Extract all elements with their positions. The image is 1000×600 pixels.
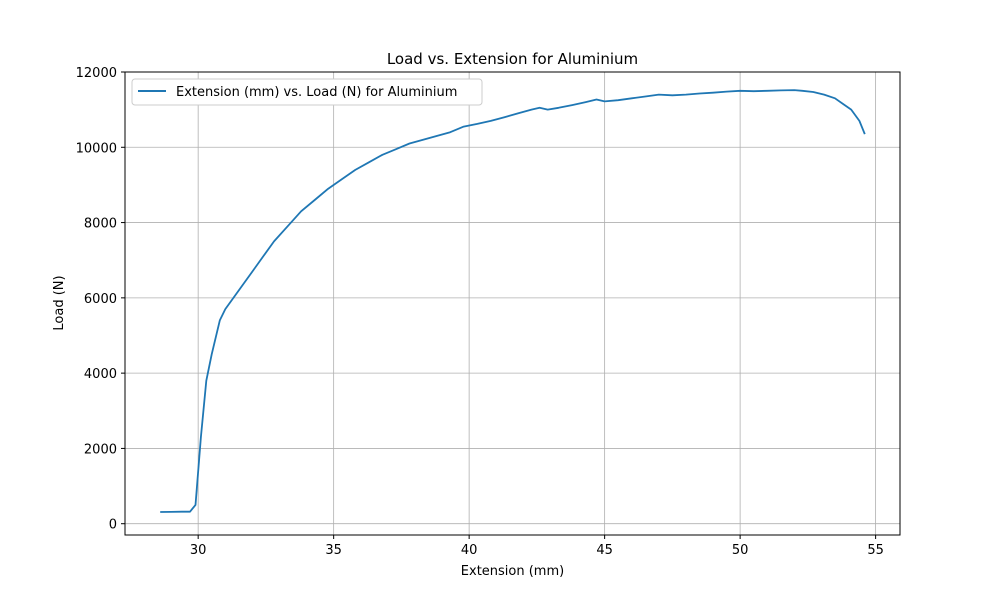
plot-area xyxy=(124,71,901,536)
y-tick-label: 2000 xyxy=(84,442,117,457)
x-tick-label: 35 xyxy=(325,543,342,558)
grid xyxy=(125,71,900,535)
legend: Extension (mm) vs. Load (N) for Aluminiu… xyxy=(131,78,483,106)
y-tick-label: 6000 xyxy=(84,292,117,307)
y-tick-label: 4000 xyxy=(84,367,117,382)
x-tick-label: 30 xyxy=(190,543,207,558)
chart-title: Load vs. Extension for Aluminium xyxy=(387,50,638,68)
y-tick-label: 0 xyxy=(109,518,117,533)
x-tick-label: 50 xyxy=(732,543,749,558)
y-tick-label: 8000 xyxy=(84,217,117,232)
plot-lines xyxy=(160,89,866,513)
x-tick-label: 55 xyxy=(867,543,884,558)
ticks: 30 35 40 45 50 55 0 2000 4000 6000 8000 10000 12000 xyxy=(76,66,884,558)
y-tick-label: 12000 xyxy=(76,66,117,81)
legend-label: Extension (mm) vs. Load (N) for Aluminiu… xyxy=(176,85,457,100)
series-line-0 xyxy=(160,89,866,513)
x-axis-label: Extension (mm) xyxy=(461,564,564,579)
x-tick-label: 45 xyxy=(596,543,613,558)
legend-box xyxy=(131,78,483,106)
y-axis-label: Load (N) xyxy=(52,275,67,330)
y-tick-label: 10000 xyxy=(76,141,117,156)
x-tick-label: 40 xyxy=(461,543,478,558)
